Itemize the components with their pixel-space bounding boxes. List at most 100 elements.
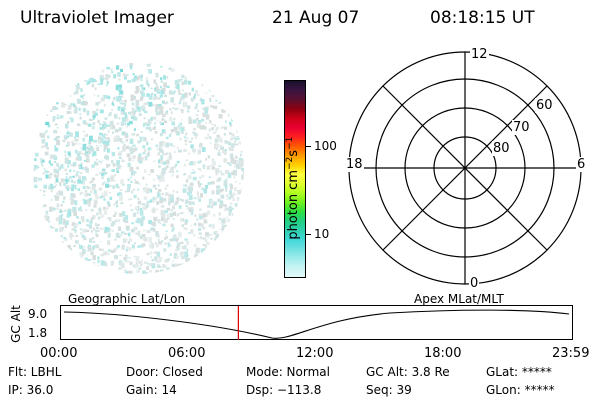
emission-speckle: [119, 254, 122, 256]
emission-speckle: [67, 120, 70, 124]
emission-speckle: [197, 180, 200, 185]
emission-speckle: [52, 154, 56, 158]
emission-speckle: [173, 103, 176, 106]
emission-speckle: [139, 90, 144, 95]
emission-speckle: [171, 229, 174, 233]
emission-speckle: [229, 190, 232, 195]
emission-speckle: [53, 130, 58, 134]
emission-speckle: [170, 97, 174, 103]
emission-speckle: [54, 145, 56, 148]
emission-speckle: [226, 141, 231, 144]
emission-speckle: [124, 103, 127, 107]
emission-speckle: [153, 216, 158, 221]
emission-speckle: [154, 196, 158, 201]
emission-speckle: [89, 135, 93, 142]
emission-speckle: [45, 174, 49, 179]
emission-speckle: [149, 199, 153, 203]
emission-speckle: [41, 139, 45, 144]
emission-speckle: [121, 159, 125, 163]
emission-speckle: [193, 223, 197, 226]
emission-speckle: [113, 137, 118, 142]
emission-speckle: [121, 166, 123, 168]
emission-speckle: [235, 143, 238, 146]
emission-speckle: [67, 130, 69, 133]
emission-speckle: [55, 228, 58, 232]
emission-speckle: [92, 241, 95, 243]
emission-speckle: [117, 89, 120, 91]
emission-speckle: [105, 74, 108, 77]
emission-speckle: [135, 105, 139, 110]
emission-speckle: [91, 154, 94, 157]
emission-speckle: [215, 230, 219, 233]
emission-speckle: [92, 79, 96, 83]
emission-speckle: [78, 165, 81, 168]
emission-speckle: [60, 178, 65, 183]
emission-speckle: [124, 112, 127, 115]
emission-speckle: [155, 208, 158, 211]
emission-speckle: [164, 242, 167, 245]
emission-speckle: [187, 175, 192, 180]
emission-speckle: [115, 183, 119, 188]
emission-speckle: [217, 102, 221, 104]
emission-speckle: [142, 152, 146, 155]
emission-speckle: [168, 200, 170, 202]
emission-speckle: [202, 226, 206, 230]
emission-speckle: [131, 132, 134, 136]
emission-speckle: [150, 243, 155, 249]
emission-speckle: [158, 271, 162, 274]
emission-speckle: [120, 122, 124, 126]
emission-speckle: [53, 155, 58, 160]
emission-speckle: [114, 254, 118, 259]
emission-speckle: [128, 257, 131, 259]
emission-speckle: [155, 242, 159, 248]
emission-speckle: [218, 212, 221, 216]
emission-speckle: [215, 129, 217, 132]
emission-speckle: [111, 160, 114, 164]
emission-speckle: [215, 168, 220, 173]
emission-speckle: [63, 181, 66, 184]
emission-speckle: [133, 226, 138, 231]
emission-speckle: [122, 217, 127, 223]
emission-speckle: [166, 152, 169, 155]
emission-speckle: [88, 141, 92, 144]
emission-speckle: [138, 267, 142, 270]
emission-speckle: [136, 133, 139, 137]
emission-speckle: [115, 84, 120, 91]
emission-speckle: [69, 232, 73, 238]
emission-speckle: [92, 114, 96, 118]
emission-speckle: [175, 163, 178, 167]
emission-speckle: [201, 99, 205, 105]
emission-speckle: [130, 66, 133, 70]
emission-speckle: [48, 221, 51, 223]
emission-speckle: [129, 120, 133, 125]
date-label: 21 Aug 07: [272, 8, 360, 28]
emission-speckle: [137, 106, 141, 112]
emission-speckle: [131, 78, 136, 83]
emission-speckle: [80, 95, 83, 98]
emission-speckle: [124, 215, 129, 221]
emission-speckle: [53, 138, 58, 141]
emission-speckle: [87, 150, 92, 155]
emission-speckle: [132, 155, 136, 159]
emission-speckle: [96, 212, 99, 215]
emission-speckle: [188, 194, 193, 201]
emission-speckle: [110, 175, 115, 182]
emission-speckle: [105, 140, 110, 146]
emission-speckle: [91, 179, 94, 183]
emission-speckle: [69, 248, 73, 252]
emission-speckle: [88, 118, 93, 122]
emission-speckle: [118, 100, 123, 104]
emission-speckle: [103, 206, 106, 210]
emission-speckle: [209, 142, 212, 144]
emission-speckle: [106, 156, 109, 159]
emission-speckle: [99, 212, 102, 215]
emission-speckle: [100, 214, 104, 218]
emission-speckle: [223, 209, 226, 212]
emission-speckle: [225, 159, 228, 161]
emission-speckle: [176, 214, 179, 217]
emission-speckle: [143, 117, 146, 120]
emission-speckle: [82, 218, 85, 223]
emission-speckle: [99, 132, 103, 136]
emission-speckle: [43, 168, 46, 170]
emission-speckle: [160, 209, 163, 212]
